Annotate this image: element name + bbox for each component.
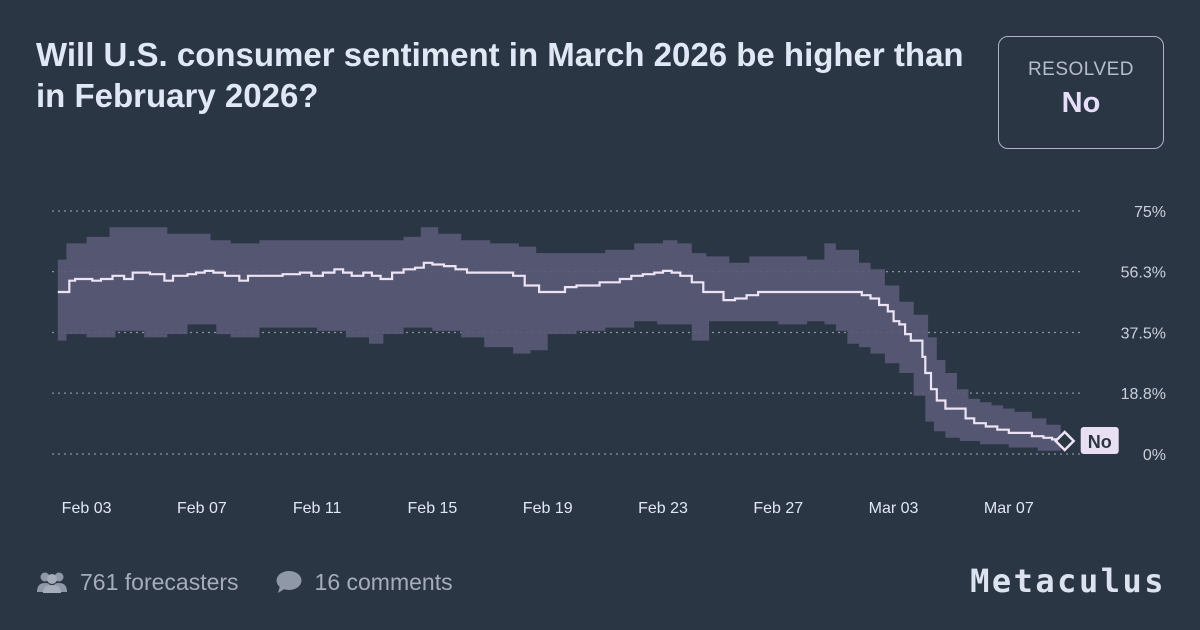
x-axis-ticks: Feb 03 Feb 07 Feb 11 Feb 15 Feb 19 Feb 23 Feb … <box>62 500 1034 517</box>
forecast-line <box>57 261 1062 441</box>
forecast-line-layer <box>57 261 1062 441</box>
resolution-badge: RESOLVED No <box>998 36 1164 149</box>
y-tick-label: 56.3% <box>1121 265 1166 282</box>
forecasters-stat[interactable]: 761 forecasters <box>36 569 239 596</box>
y-tick-label: 75% <box>1134 204 1166 221</box>
footer-stats: 761 forecasters 16 comments <box>36 566 489 598</box>
y-axis-ticks: 75% 56.3% 37.5% 18.8% 0% <box>1121 204 1166 464</box>
x-tick-label: Feb 07 <box>177 500 227 517</box>
forecast-chart[interactable]: 75%56.3%37.5%18.8%0% Feb 03 Feb 07 Feb 11 F… <box>0 190 1200 530</box>
question-title: Will U.S. consumer sentiment in March 20… <box>36 36 964 114</box>
x-tick-label: Feb 03 <box>62 500 112 517</box>
y-tick-label: 18.8% <box>1121 386 1166 403</box>
y-tick-label: 37.5% <box>1121 326 1166 343</box>
diamond-marker-icon <box>1053 430 1076 452</box>
brand-logo[interactable]: Metaculus <box>970 562 1166 600</box>
resolution-label: RESOLVED <box>1027 59 1135 80</box>
x-tick-label: Feb 23 <box>638 500 688 517</box>
final-value-tag <box>1080 427 1119 455</box>
final-marker-layer: No <box>1053 427 1119 455</box>
confidence-band <box>57 227 1061 451</box>
x-tick-label: Feb 15 <box>408 500 458 517</box>
x-tick-label: Mar 03 <box>869 500 919 517</box>
confidence-band-layer <box>57 227 1061 451</box>
resolution-value: No <box>1061 87 1101 119</box>
x-tick-label: Mar 07 <box>984 500 1034 517</box>
forecasters-count: 761 forecasters <box>80 568 239 595</box>
speech-bubble-icon <box>275 570 303 594</box>
people-icon <box>36 571 68 593</box>
comments-stat[interactable]: 16 comments <box>275 569 453 596</box>
comments-count: 16 comments <box>314 568 453 595</box>
final-value-label: No <box>1088 432 1112 452</box>
x-tick-label: Feb 27 <box>753 500 803 517</box>
y-tick-label: 0% <box>1143 447 1166 464</box>
x-tick-label: Feb 19 <box>523 500 573 517</box>
x-tick-label: Feb 11 <box>293 500 342 517</box>
